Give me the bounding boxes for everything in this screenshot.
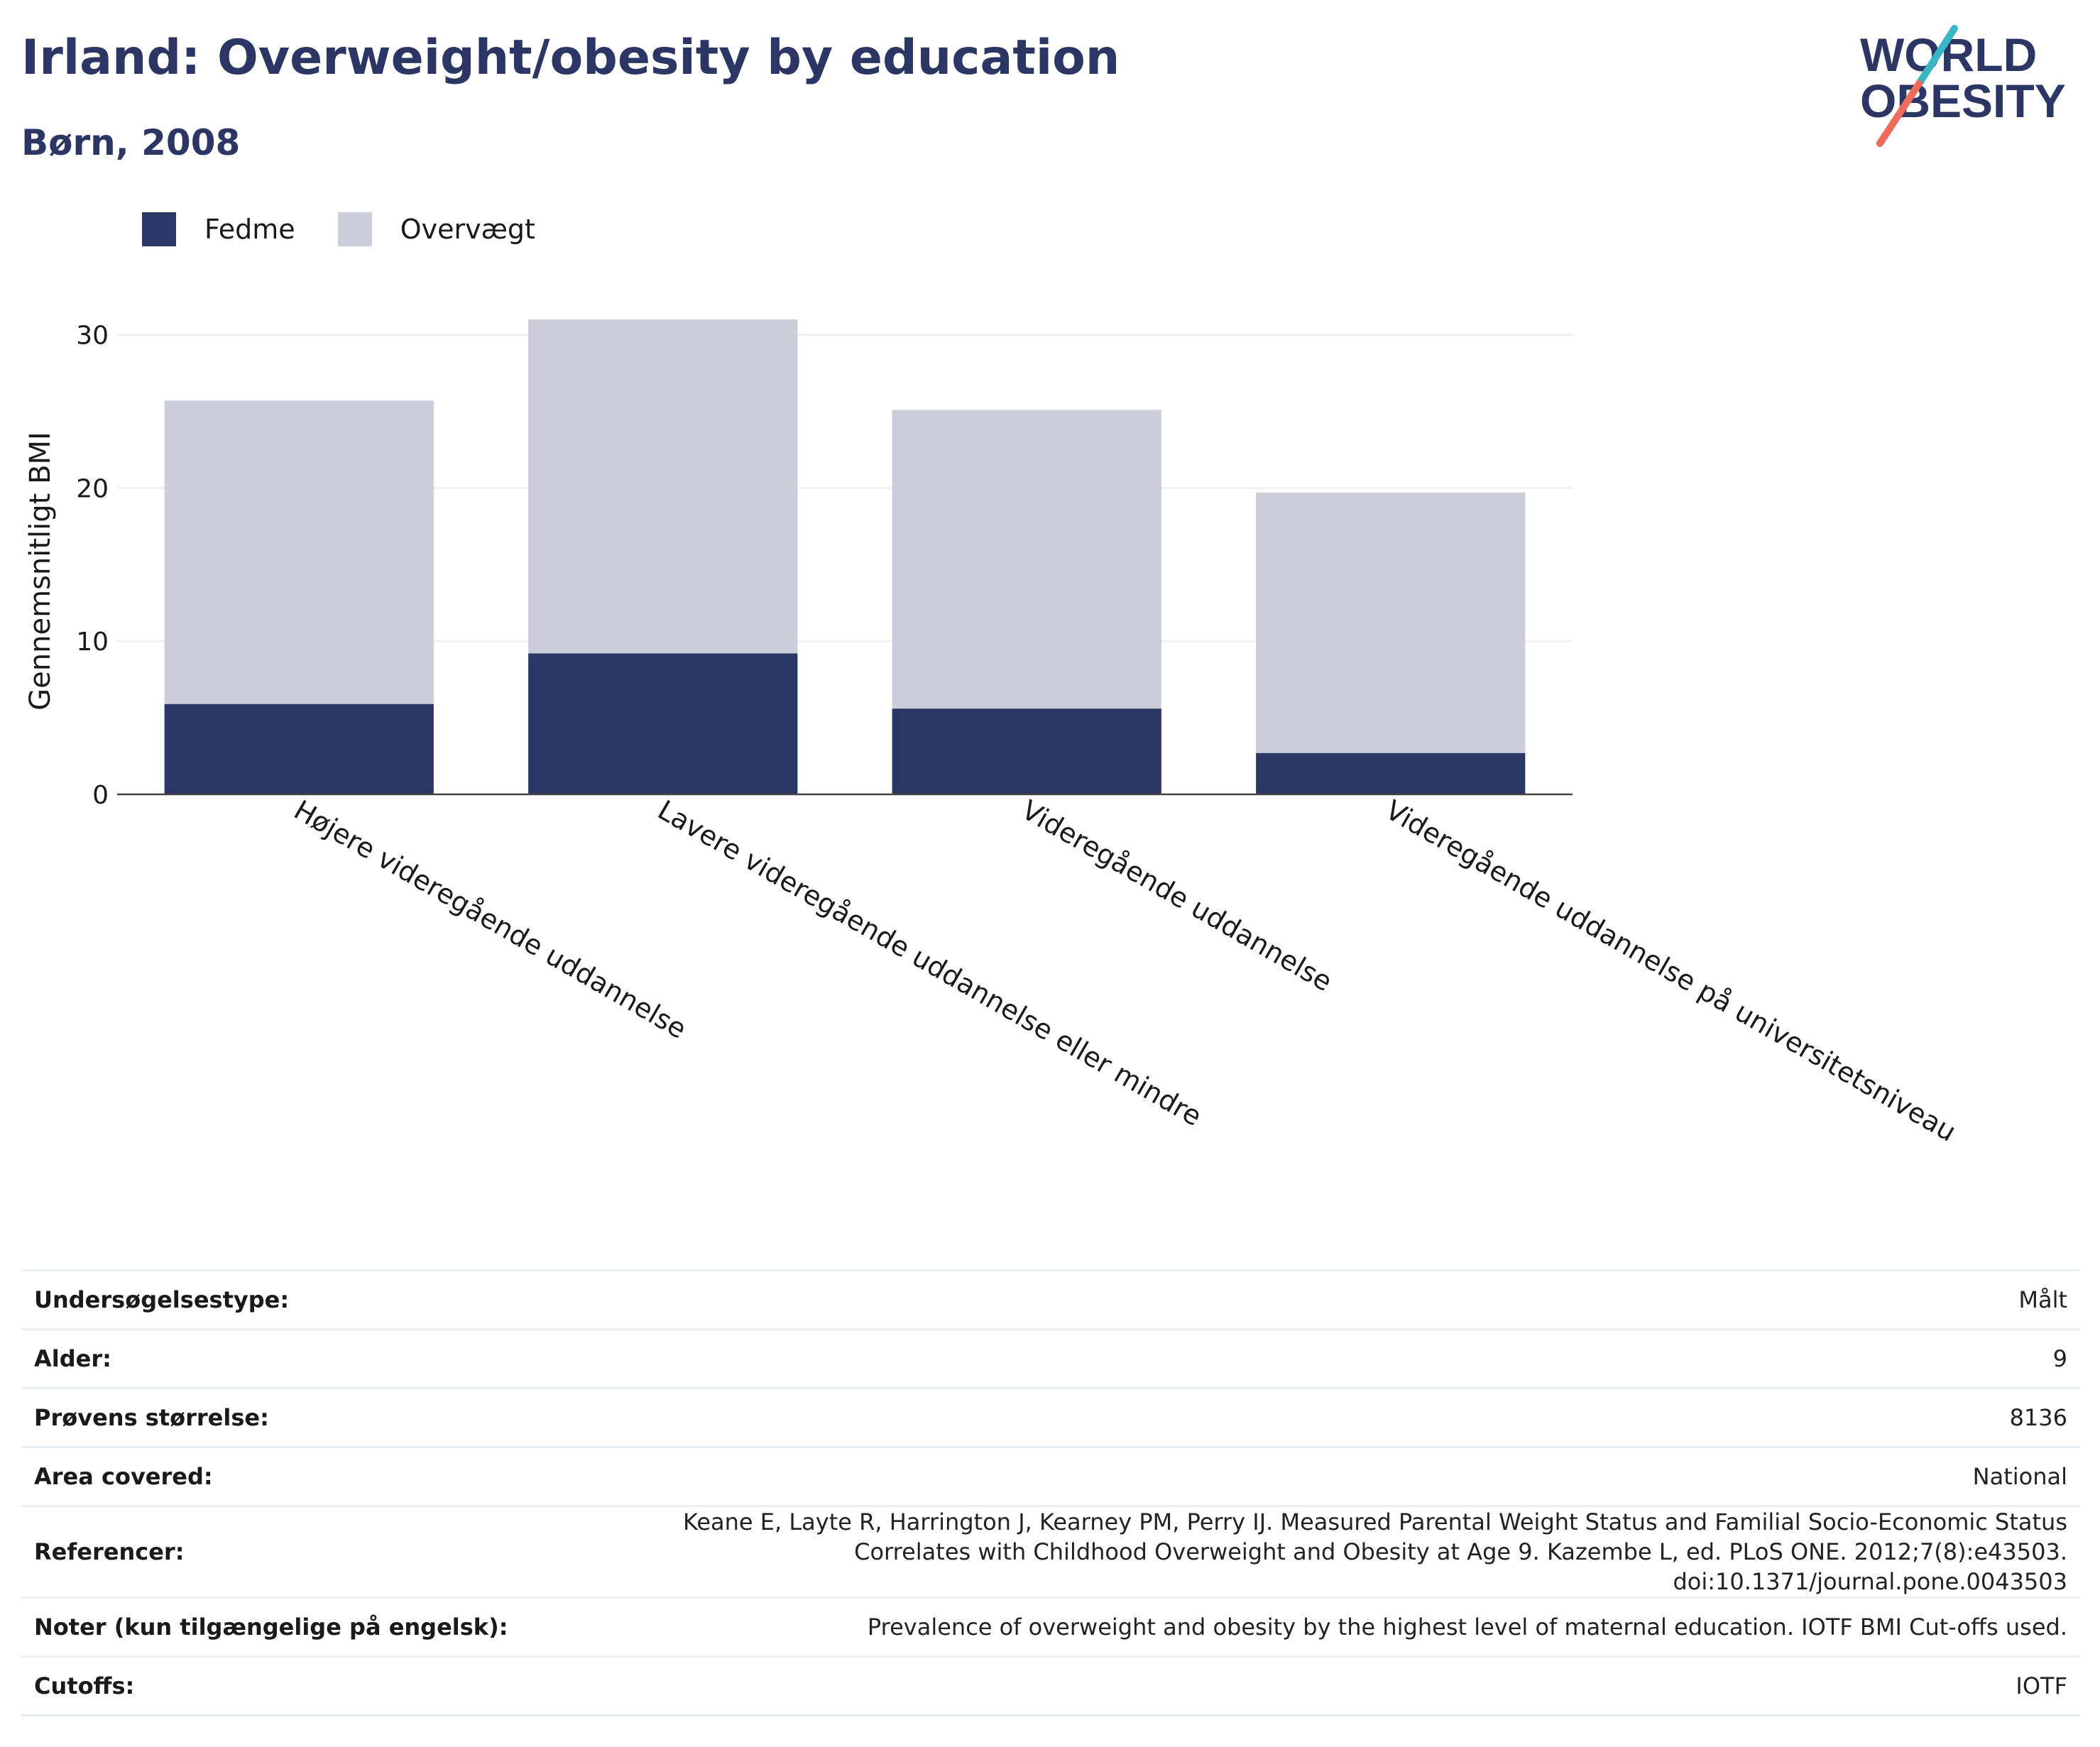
metadata-value: IOTF <box>586 1655 2080 1716</box>
bar-obesity <box>528 653 798 794</box>
bar-overweight <box>892 410 1161 709</box>
metadata-row: Area covered: National <box>21 1446 2080 1506</box>
chart-legend: Fedme Overvægt <box>142 212 578 247</box>
x-category-label: Videregående uddannelse på universitetsn… <box>1380 794 1961 1148</box>
y-tick-label: 10 <box>76 628 109 657</box>
logo-slash-top <box>1915 25 1958 87</box>
metadata-value: National <box>586 1446 2080 1506</box>
metadata-value: 8136 <box>586 1387 2080 1447</box>
bar-overweight <box>164 400 434 704</box>
y-tick-label: 20 <box>76 474 109 503</box>
logo-line2: OBESITY <box>1860 75 2066 127</box>
metadata-label: Noter (kun tilgængelige på engelsk): <box>21 1597 586 1657</box>
page-subtitle: Børn, 2008 <box>21 122 241 163</box>
bar-overweight <box>528 319 798 654</box>
metadata-value: Prevalence of overweight and obesity by … <box>586 1597 2080 1657</box>
metadata-row: Alder: 9 <box>21 1328 2080 1389</box>
metadata-label: Undersøgelsestype: <box>21 1269 586 1330</box>
stacked-bar-chart: 0 10 20 30 Højere videregående uddannelseLav… <box>24 319 1962 1148</box>
bar-overweight <box>1256 492 1526 753</box>
metadata-label: Referencer: <box>21 1505 586 1598</box>
world-obesity-logo: WORLD OBESITY <box>1860 25 2066 147</box>
legend-label-obesity: Fedme <box>204 214 295 245</box>
metadata-row: Noter (kun tilgængelige på engelsk): Prev… <box>21 1597 2080 1657</box>
y-tick-label: 30 <box>76 322 109 351</box>
metadata-row: Referencer: Keane E, Layte R, Harrington … <box>21 1505 2080 1598</box>
metadata-value: 9 <box>586 1328 2080 1389</box>
x-category-label: Højere videregående uddannelse <box>289 794 692 1045</box>
legend-swatch-overweight <box>337 212 372 246</box>
metadata-row: Undersøgelsestype: Målt <box>21 1269 2080 1330</box>
metadata-label: Cutoffs: <box>21 1655 586 1716</box>
y-axis-title: Gennemsnitligt BMI <box>24 432 57 711</box>
metadata-label: Prøvens størrelse: <box>21 1387 586 1447</box>
metadata-label: Alder: <box>21 1328 586 1389</box>
metadata-table: Undersøgelsestype: Målt Alder: 9 Prøvens stø… <box>21 1269 2080 1716</box>
metadata-label: Area covered: <box>21 1446 586 1506</box>
bar-obesity <box>164 703 434 794</box>
metadata-row: Prøvens størrelse: 8136 <box>21 1387 2080 1447</box>
legend-item-obesity[interactable]: Fedme <box>142 212 295 246</box>
y-tick-label: 0 <box>92 781 109 810</box>
legend-label-overweight: Overvægt <box>400 214 535 245</box>
metadata-value: Målt <box>586 1269 2080 1330</box>
x-category-label: Videregående uddannelse <box>1017 794 1338 997</box>
bar-obesity <box>1256 752 1526 794</box>
legend-swatch-obesity <box>142 212 176 246</box>
page-title: Irland: Overweight/obesity by education <box>21 30 1120 86</box>
metadata-value: Keane E, Layte R, Harrington J, Kearney … <box>586 1505 2080 1598</box>
metadata-row: Cutoffs: IOTF <box>21 1655 2080 1716</box>
x-category-label: Lavere videregående uddannelse eller min… <box>652 794 1207 1132</box>
legend-item-overweight[interactable]: Overvægt <box>337 212 535 246</box>
bar-obesity <box>892 708 1161 794</box>
logo-slash-bottom <box>1876 80 1923 147</box>
